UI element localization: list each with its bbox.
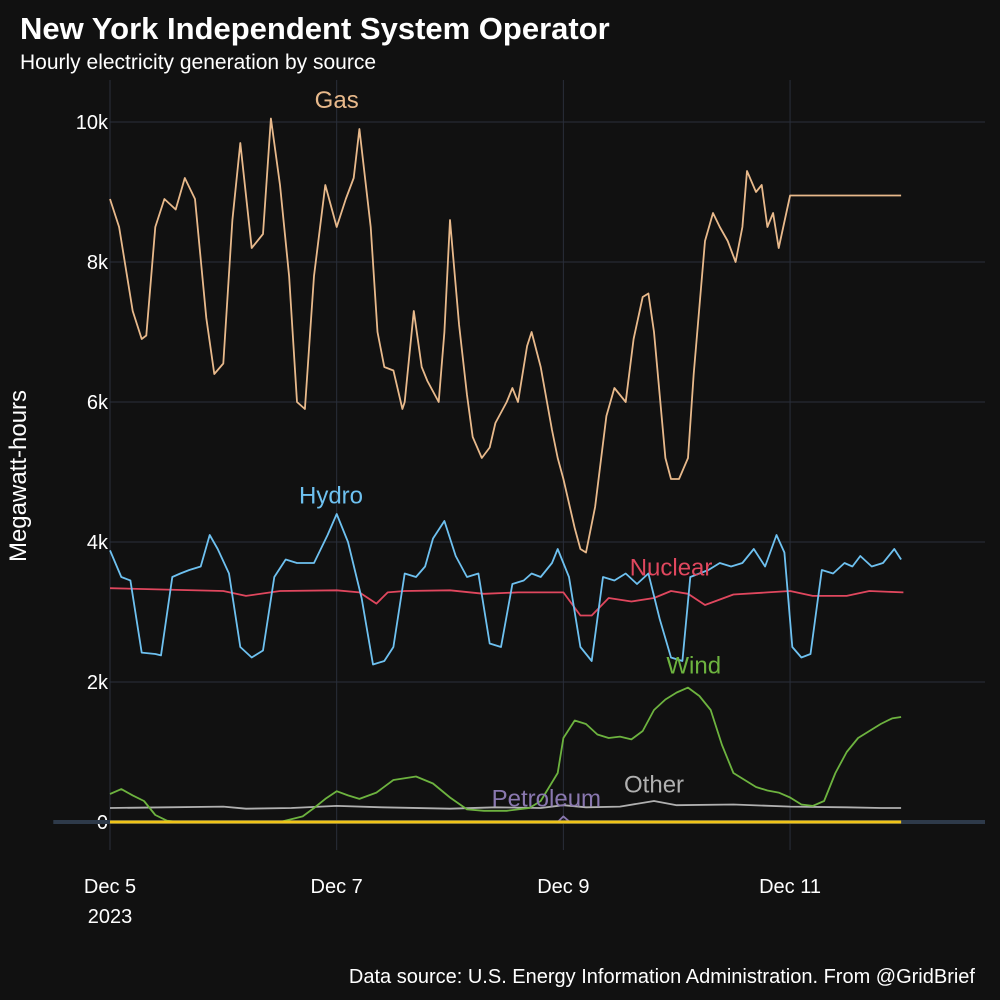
series-layer [53, 117, 985, 824]
series-label-gas: Gas [315, 87, 359, 114]
series-label-other: Other [624, 772, 684, 799]
grid-layer [109, 80, 985, 850]
series-label-wind: Wind [666, 653, 721, 680]
x-tick-label: Dec 9 [537, 876, 589, 898]
x-tick-label: Dec 7 [311, 876, 363, 898]
x-tick-label: Dec 5 [84, 876, 136, 898]
chart-title: New York Independent System Operator [20, 11, 610, 46]
series-label-nuclear: Nuclear [630, 555, 713, 582]
series-line-nuclear [109, 587, 904, 617]
y-tick-label: 2k [87, 672, 109, 694]
y-tick-label: 8k [87, 252, 109, 274]
y-tick-label: 4k [87, 532, 109, 554]
x-tick-sublabel: 2023 [88, 906, 133, 928]
chart-subtitle: Hourly electricity generation by source [20, 51, 376, 74]
y-tick-label: 10k [76, 112, 109, 134]
label-layer: Other Petroleum Wind Nuclear Hydro Gas [299, 87, 721, 813]
data-source-caption: Data source: U.S. Energy Information Adm… [349, 966, 976, 988]
y-tick-label: 6k [87, 392, 109, 414]
x-tick-label: Dec 11 [759, 876, 821, 898]
series-line-hydro [109, 513, 902, 666]
series-label-petroleum: Petroleum [492, 786, 601, 813]
series-line-other [109, 800, 902, 810]
series-label-hydro: Hydro [299, 483, 363, 510]
y-axis-label: Megawatt-hours [5, 390, 32, 562]
series-line-gas [109, 117, 902, 554]
